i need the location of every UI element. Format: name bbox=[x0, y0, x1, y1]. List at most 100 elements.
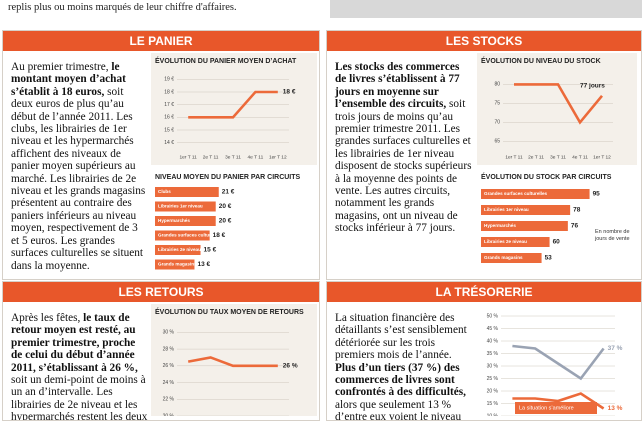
text-run: Les stocks des commerces de livres s’éta… bbox=[335, 61, 460, 111]
bar-category: Clubs bbox=[158, 189, 171, 194]
line-series bbox=[188, 90, 278, 119]
text-run: La situation financière des détaillants … bbox=[335, 312, 467, 362]
chart-note: En nombre de jours de vente bbox=[595, 229, 630, 242]
chart-title: ÉVOLUTION DU STOCK PAR CIRCUITS bbox=[481, 172, 612, 181]
y-tick-label: 30 % bbox=[163, 330, 175, 336]
bar bbox=[481, 189, 590, 199]
chart-background bbox=[151, 304, 317, 416]
y-tick-label: 65 bbox=[494, 139, 500, 145]
y-tick-label: 22 % bbox=[163, 397, 175, 403]
y-tick-label: 18 € bbox=[164, 89, 174, 95]
text-run: alors que seulement 13 % d’entre eux voi… bbox=[335, 398, 462, 421]
end-label: 18 € bbox=[283, 89, 296, 96]
bar bbox=[155, 245, 201, 255]
panel-title: LES STOCKS bbox=[327, 31, 641, 51]
y-tick-label: 28 % bbox=[163, 346, 175, 352]
charts: 10 %15 %20 %25 %30 %35 %40 %45 %50 %37 %… bbox=[487, 313, 623, 416]
legend-swatch bbox=[515, 402, 597, 414]
text-run: Plus d’un tiers (37 %) des commerces de … bbox=[335, 361, 466, 399]
bar-category: Grands magasins bbox=[158, 262, 197, 267]
end-label: 37 % bbox=[608, 345, 623, 352]
bar-category: Hypermarchés bbox=[158, 218, 190, 223]
y-tick-label: 19 € bbox=[164, 77, 174, 83]
x-tick-label: 1er T 11 bbox=[180, 154, 198, 160]
y-tick-label: 15 % bbox=[487, 401, 499, 407]
bar bbox=[155, 187, 219, 197]
value-label: 15 € bbox=[204, 247, 217, 254]
legend-label: La situation s’améliore bbox=[519, 405, 574, 411]
end-label: 13 % bbox=[608, 405, 623, 412]
end-label: 26 % bbox=[283, 363, 298, 370]
y-tick-label: 35 % bbox=[487, 351, 499, 357]
text-run: le taux de retour moyen est resté, au pr… bbox=[11, 312, 138, 374]
value-label: 20 € bbox=[219, 203, 232, 210]
chart-title: ÉVOLUTION DU PANIER MOYEN D’ACHAT bbox=[155, 56, 297, 65]
x-tick-label: 1er T 12 bbox=[269, 154, 287, 160]
x-tick-label: 1er T 11 bbox=[505, 154, 523, 160]
intro-text: replis plus ou moins marqués de leur chi… bbox=[8, 2, 237, 13]
chart-title: ÉVOLUTION DU TAUX MOYEN DE RETOURS bbox=[155, 307, 304, 316]
value-label: 60 bbox=[553, 239, 561, 246]
line-series bbox=[514, 83, 604, 125]
bar bbox=[481, 253, 542, 263]
y-tick-label: 70 bbox=[494, 120, 500, 126]
gray-box bbox=[330, 0, 642, 18]
bar bbox=[481, 237, 550, 247]
value-label: 20 € bbox=[219, 218, 232, 225]
paragraph: Après les fêtes, le taux de retour moyen… bbox=[11, 312, 148, 420]
x-tick-label: 1er T 12 bbox=[593, 154, 611, 160]
bar bbox=[155, 259, 195, 270]
x-tick-label: 4e T 11 bbox=[572, 154, 588, 160]
y-tick-label: 50 % bbox=[487, 313, 499, 319]
value-label: 78 bbox=[573, 207, 581, 214]
x-tick-label: 2e T 11 bbox=[528, 154, 544, 160]
chart-background bbox=[477, 53, 637, 165]
y-tick-label: 17 € bbox=[164, 102, 174, 108]
panel-title: LE PANIER bbox=[3, 31, 319, 51]
x-tick-label: 3e T 11 bbox=[550, 154, 566, 160]
y-tick-label: 15 € bbox=[164, 127, 174, 133]
text-run: Après les fêtes, bbox=[11, 312, 84, 324]
y-tick-label: 40 % bbox=[487, 338, 499, 344]
y-tick-label: 75 bbox=[494, 101, 500, 107]
y-tick-label: 26 % bbox=[163, 363, 175, 369]
bar bbox=[481, 221, 568, 231]
line-series bbox=[187, 356, 278, 368]
paragraph: Au premier trimestre, le montant moyen d… bbox=[11, 61, 148, 272]
value-label: 13 € bbox=[197, 261, 210, 268]
charts: ÉVOLUTION DU PANIER MOYEN D’ACHAT 14 € 15 … bbox=[151, 53, 317, 270]
end-label: 77 jours bbox=[580, 83, 605, 90]
panel: LE PANIER Au premier trimestre, le montan… bbox=[2, 30, 320, 280]
panel: LA TRÉSORERIE La situation financière des… bbox=[326, 281, 642, 421]
value-label: 18 € bbox=[213, 232, 226, 239]
paragraph: Les stocks des commerces de livres s’éta… bbox=[335, 61, 472, 235]
bar-category: Grands magasins bbox=[484, 255, 523, 260]
chart-title: NIVEAU MOYEN DU PANIER PAR CIRCUITS bbox=[155, 174, 301, 181]
panel: LES RETOURS Après les fêtes, le taux de r… bbox=[2, 281, 320, 421]
y-tick-label: 20 % bbox=[487, 388, 499, 394]
y-tick-label: 25 % bbox=[487, 376, 499, 382]
panel-title: LES RETOURS bbox=[3, 282, 319, 302]
bar-category: Librairies 2e niveau bbox=[158, 247, 201, 252]
y-tick-label: 14 € bbox=[164, 140, 174, 146]
panel-title: LA TRÉSORERIE bbox=[327, 282, 641, 302]
x-tick-label: 4e T 11 bbox=[248, 154, 264, 160]
panel: LES STOCKS Les stocks des commerces de li… bbox=[326, 30, 642, 280]
x-tick-label: 2e T 11 bbox=[203, 154, 219, 160]
y-tick-label: 30 % bbox=[487, 363, 499, 369]
text-run: Au premier trimestre, bbox=[11, 61, 112, 73]
text-run: le montant moyen d’achat s’établit à 18 … bbox=[11, 61, 126, 98]
bar bbox=[155, 230, 210, 241]
y-tick-label: 16 € bbox=[164, 115, 174, 121]
value-label: 76 bbox=[571, 223, 579, 230]
value-label: 53 bbox=[545, 255, 553, 262]
chart-background bbox=[151, 53, 317, 165]
bar-category: Hypermarchés bbox=[484, 223, 516, 228]
charts: ÉVOLUTION DU TAUX MOYEN DE RETOURS20 %22… bbox=[151, 304, 317, 416]
y-tick-label: 45 % bbox=[487, 326, 499, 332]
value-label: 21 € bbox=[222, 189, 235, 196]
y-tick-label: 80 bbox=[494, 82, 500, 88]
value-label: 95 bbox=[593, 191, 601, 198]
bar-category: Grandes surfaces culturelles bbox=[484, 191, 548, 196]
